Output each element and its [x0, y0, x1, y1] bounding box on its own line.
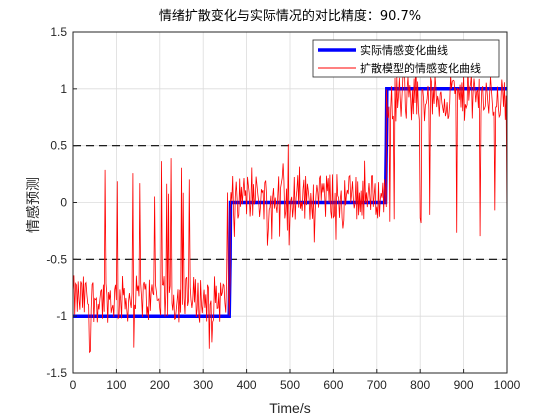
y-tick-label: 1.5: [50, 25, 67, 39]
y-axis-ticks: -1.5 -1 -0.5 0 0.5 1 1.5: [46, 25, 77, 380]
legend-label-actual: 实际情感变化曲线: [360, 43, 448, 57]
y-tick-label: 0: [60, 196, 67, 210]
x-tick-label: 900: [454, 378, 474, 392]
x-tick-label: 400: [237, 378, 257, 392]
x-axis-label: Time/s: [269, 400, 310, 416]
legend-label-model: 扩散模型的情感变化曲线: [360, 61, 481, 75]
x-tick-label: 500: [280, 378, 300, 392]
x-axis-ticks: 0 100 200 300 400 500 600 700 800 900 1000: [70, 369, 521, 392]
chart-title: 情绪扩散变化与实际情况的对比精度：90.7%: [159, 8, 421, 24]
x-tick-label: 600: [323, 378, 343, 392]
y-tick-label: -1.5: [46, 366, 67, 380]
x-tick-label: 0: [70, 378, 77, 392]
series-model-line: [72, 53, 508, 354]
reference-lines: [73, 145, 507, 260]
legend-box: [312, 39, 500, 78]
x-tick-label: 200: [150, 378, 170, 392]
y-axis-label: 情感预测: [25, 177, 41, 233]
y-tick-label: -1: [56, 309, 67, 323]
x-tick-label: 300: [193, 378, 213, 392]
y-tick-label: 1: [60, 82, 67, 96]
legend: 实际情感变化曲线 扩散模型的情感变化曲线: [312, 39, 500, 78]
x-tick-label: 1000: [494, 378, 521, 392]
y-tick-label: -0.5: [46, 252, 67, 266]
x-tick-label: 100: [106, 378, 126, 392]
plot-area: [72, 53, 508, 354]
x-tick-label: 800: [410, 378, 430, 392]
y-tick-label: 0.5: [50, 139, 67, 153]
x-tick-label: 700: [367, 378, 387, 392]
